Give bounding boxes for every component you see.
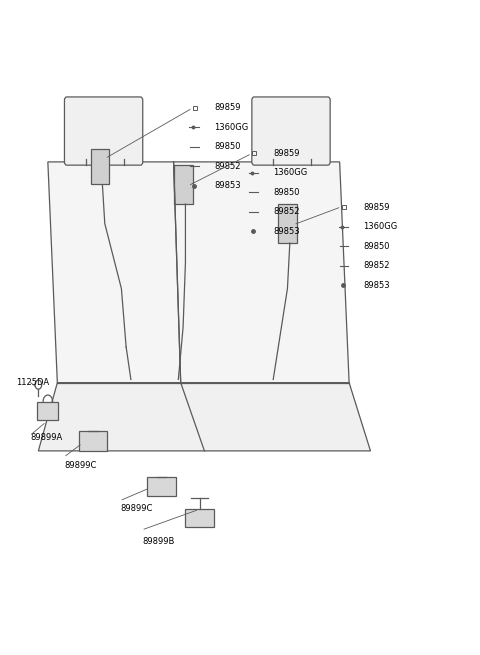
Text: 89899C: 89899C <box>120 504 153 513</box>
Text: 1360GG: 1360GG <box>273 168 308 178</box>
FancyBboxPatch shape <box>64 97 143 165</box>
Text: 1125DA: 1125DA <box>16 378 49 387</box>
Bar <box>174 165 192 204</box>
Text: 1360GG: 1360GG <box>214 123 248 132</box>
Bar <box>278 204 297 243</box>
Text: 89899C: 89899C <box>64 460 97 470</box>
Bar <box>37 402 58 420</box>
Text: 89853: 89853 <box>363 281 390 290</box>
Text: 89850: 89850 <box>214 142 240 151</box>
Text: 89853: 89853 <box>273 227 300 236</box>
Text: 89850: 89850 <box>363 242 390 251</box>
Bar <box>147 477 176 496</box>
Bar <box>91 149 109 184</box>
Text: 89859: 89859 <box>214 103 240 113</box>
Bar <box>79 432 107 451</box>
Text: 89859: 89859 <box>363 203 390 212</box>
Text: 89859: 89859 <box>273 149 300 158</box>
Text: 89852: 89852 <box>214 162 240 171</box>
Text: 89853: 89853 <box>214 181 240 191</box>
Text: 89899B: 89899B <box>143 536 175 546</box>
Bar <box>185 509 214 527</box>
Polygon shape <box>48 162 349 383</box>
Polygon shape <box>38 383 371 451</box>
Text: 89852: 89852 <box>273 208 300 216</box>
Text: 1360GG: 1360GG <box>363 222 397 231</box>
Text: 89850: 89850 <box>273 188 300 197</box>
FancyBboxPatch shape <box>252 97 330 165</box>
Text: 89899A: 89899A <box>30 433 62 441</box>
Text: 89852: 89852 <box>363 261 390 271</box>
